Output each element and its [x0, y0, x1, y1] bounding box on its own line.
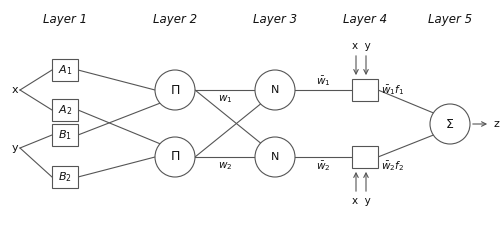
Text: Layer 5: Layer 5: [428, 13, 472, 26]
Text: Layer 1: Layer 1: [43, 13, 87, 26]
Text: $A_1$: $A_1$: [58, 63, 72, 77]
Text: Layer 2: Layer 2: [153, 13, 197, 26]
Text: x  y: x y: [352, 196, 370, 206]
Text: x  y: x y: [352, 41, 370, 51]
Text: Layer 3: Layer 3: [253, 13, 297, 26]
Text: N: N: [271, 85, 279, 95]
Ellipse shape: [155, 137, 195, 177]
Text: $w_2$: $w_2$: [218, 160, 232, 172]
Text: $\Pi$: $\Pi$: [170, 84, 180, 97]
Text: z: z: [493, 119, 499, 129]
Text: y: y: [12, 143, 18, 153]
Ellipse shape: [430, 104, 470, 144]
Text: $\bar{w}_1$: $\bar{w}_1$: [316, 74, 331, 88]
Text: $A_2$: $A_2$: [58, 103, 72, 117]
Text: $B_2$: $B_2$: [58, 170, 72, 184]
FancyBboxPatch shape: [52, 99, 78, 121]
FancyBboxPatch shape: [352, 146, 378, 168]
Text: $w_1$: $w_1$: [218, 93, 232, 105]
FancyBboxPatch shape: [352, 79, 378, 101]
Ellipse shape: [155, 70, 195, 110]
Text: $B_1$: $B_1$: [58, 128, 72, 142]
Text: $\bar{w}_2$: $\bar{w}_2$: [316, 159, 330, 173]
Ellipse shape: [255, 137, 295, 177]
FancyBboxPatch shape: [52, 166, 78, 188]
Text: x: x: [12, 85, 18, 95]
Text: $\bar{w}_2 f_2$: $\bar{w}_2 f_2$: [381, 159, 404, 173]
Text: $\Sigma$: $\Sigma$: [446, 118, 454, 131]
Text: N: N: [271, 152, 279, 162]
Text: $\Pi$: $\Pi$: [170, 150, 180, 163]
FancyBboxPatch shape: [52, 59, 78, 81]
Text: $\bar{w}_1 f_1$: $\bar{w}_1 f_1$: [381, 83, 404, 97]
Ellipse shape: [255, 70, 295, 110]
Text: Layer 4: Layer 4: [343, 13, 387, 26]
FancyBboxPatch shape: [52, 124, 78, 146]
